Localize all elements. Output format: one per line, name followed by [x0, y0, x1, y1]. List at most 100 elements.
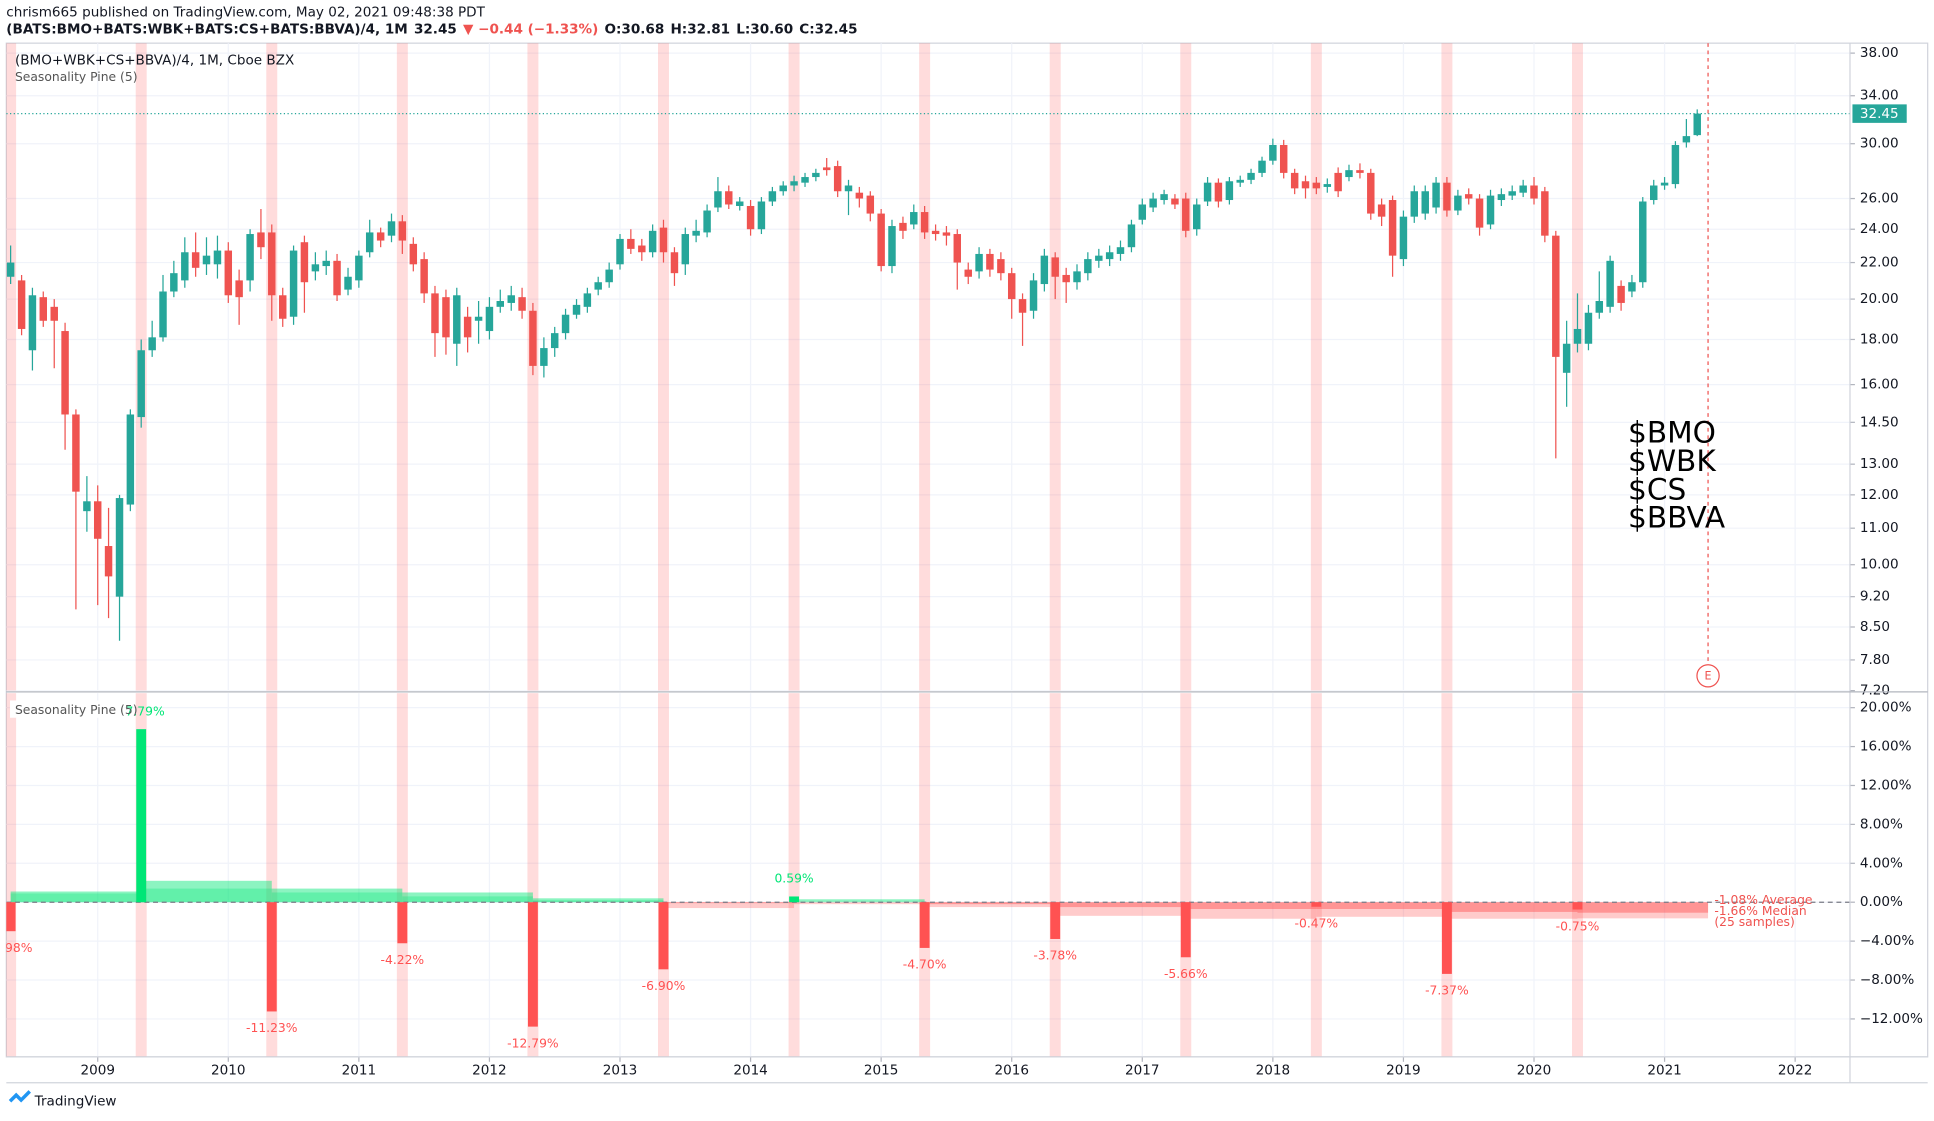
last-price-box [1852, 104, 1907, 123]
candle-body [1508, 191, 1516, 196]
candle-body [1073, 271, 1081, 283]
candle-body [1203, 182, 1212, 202]
candle-body [333, 260, 341, 296]
candle-body [474, 316, 483, 321]
seasonal-bar [658, 902, 669, 970]
candle-body [627, 238, 635, 249]
candle-body [1225, 181, 1234, 201]
candle-body [1040, 255, 1049, 285]
seasonal-bar [1441, 902, 1452, 974]
candle-body [496, 301, 504, 307]
candle-body [1519, 185, 1527, 193]
candle-body [1421, 191, 1429, 214]
candle-body [1345, 170, 1353, 178]
price-pane: E $BMO$WBK$CS$BBVA [6, 43, 1850, 691]
candle-body [1193, 204, 1201, 230]
season-band [1180, 43, 1192, 691]
candle-body [659, 227, 668, 253]
candle-body [126, 414, 135, 505]
candle-body [1573, 328, 1582, 344]
season-band [396, 693, 408, 1057]
candle-body [1290, 172, 1299, 189]
x-tick-label: 2016 [994, 1062, 1028, 1078]
candle-body [594, 282, 602, 290]
bar-value-label: -6.90% [642, 979, 686, 993]
season-band [6, 693, 17, 1057]
candle-body [1595, 301, 1604, 313]
candle-body [1214, 182, 1223, 202]
average-area [1446, 902, 1578, 912]
y-tick-label: 22.00 [1860, 255, 1899, 271]
candle-body [268, 232, 276, 296]
candle-body [159, 291, 167, 338]
candle-body [877, 213, 885, 267]
candle-body [170, 273, 178, 292]
y-tick-label: 14.50 [1860, 414, 1899, 430]
ticker-annotation: $CS [1628, 472, 1686, 506]
y-tick-label: −8.00% [1860, 972, 1915, 988]
candle-body [997, 259, 1005, 274]
median-area [10, 893, 142, 903]
footer-brand: TradingView [34, 1093, 117, 1109]
average-area [1185, 902, 1317, 910]
bar-value-label: -3.78% [1033, 949, 1077, 963]
ticker-annotation: $BBVA [1628, 501, 1725, 535]
candle-body [6, 262, 15, 277]
median-area [1055, 902, 1186, 916]
candle-body [246, 234, 254, 281]
season-band [1049, 693, 1061, 1057]
seasonal-bar [919, 902, 930, 948]
candle-body [355, 255, 363, 281]
median-area [1185, 902, 1317, 919]
candle-body [50, 306, 58, 321]
candle-body [453, 295, 461, 344]
candle-body [1497, 194, 1506, 201]
candle-body [311, 264, 320, 272]
candle-body [191, 252, 200, 268]
bar-value-label: -11.23% [246, 1021, 298, 1035]
ticker-annotation: $BMO [1628, 416, 1716, 450]
candle-body [1334, 172, 1342, 192]
y-tick-label: 34.00 [1860, 88, 1899, 104]
candle-body [83, 501, 91, 512]
average-area [141, 880, 272, 903]
y-tick-label: 7.80 [1860, 652, 1890, 668]
candle-body [485, 306, 494, 332]
candle-body [300, 242, 309, 283]
median-area [794, 902, 925, 905]
candle-body [39, 297, 47, 321]
candle-body [1007, 273, 1016, 300]
candle-body [1530, 185, 1538, 199]
candle-body [550, 333, 559, 349]
candle-body [888, 226, 896, 267]
candle-body [1399, 216, 1408, 260]
median-area [271, 892, 403, 903]
season-band [788, 693, 800, 1057]
symbol-line: (BATS:BMO+BATS:WBK+BATS:CS+BATS:BBVA)/4,… [6, 22, 857, 38]
candle-body [1356, 170, 1364, 173]
average-area [402, 892, 533, 903]
candle-body [181, 252, 189, 281]
candle-body [529, 310, 537, 366]
candle-body [822, 167, 831, 171]
candle-body [975, 253, 983, 272]
candle-body [844, 185, 853, 192]
candle-body [1236, 179, 1244, 183]
candle-body [1301, 181, 1310, 189]
y-tick-label: 13.00 [1860, 456, 1899, 472]
x-tick-label: 2013 [603, 1062, 637, 1078]
average-area [794, 899, 925, 903]
candle-body [1062, 274, 1070, 283]
y-tick-label: 10.00 [1860, 557, 1899, 573]
candle-body [670, 252, 679, 274]
y-tick-label: 9.20 [1860, 589, 1890, 605]
average-area [1577, 902, 1709, 913]
candle-body [1562, 343, 1571, 373]
candle-body [398, 221, 407, 241]
candle-body [1639, 201, 1647, 283]
bar-value-label: -0.47% [1295, 917, 1339, 931]
average-area [1055, 902, 1186, 908]
candle-body [365, 232, 374, 253]
candle-body [714, 191, 722, 208]
